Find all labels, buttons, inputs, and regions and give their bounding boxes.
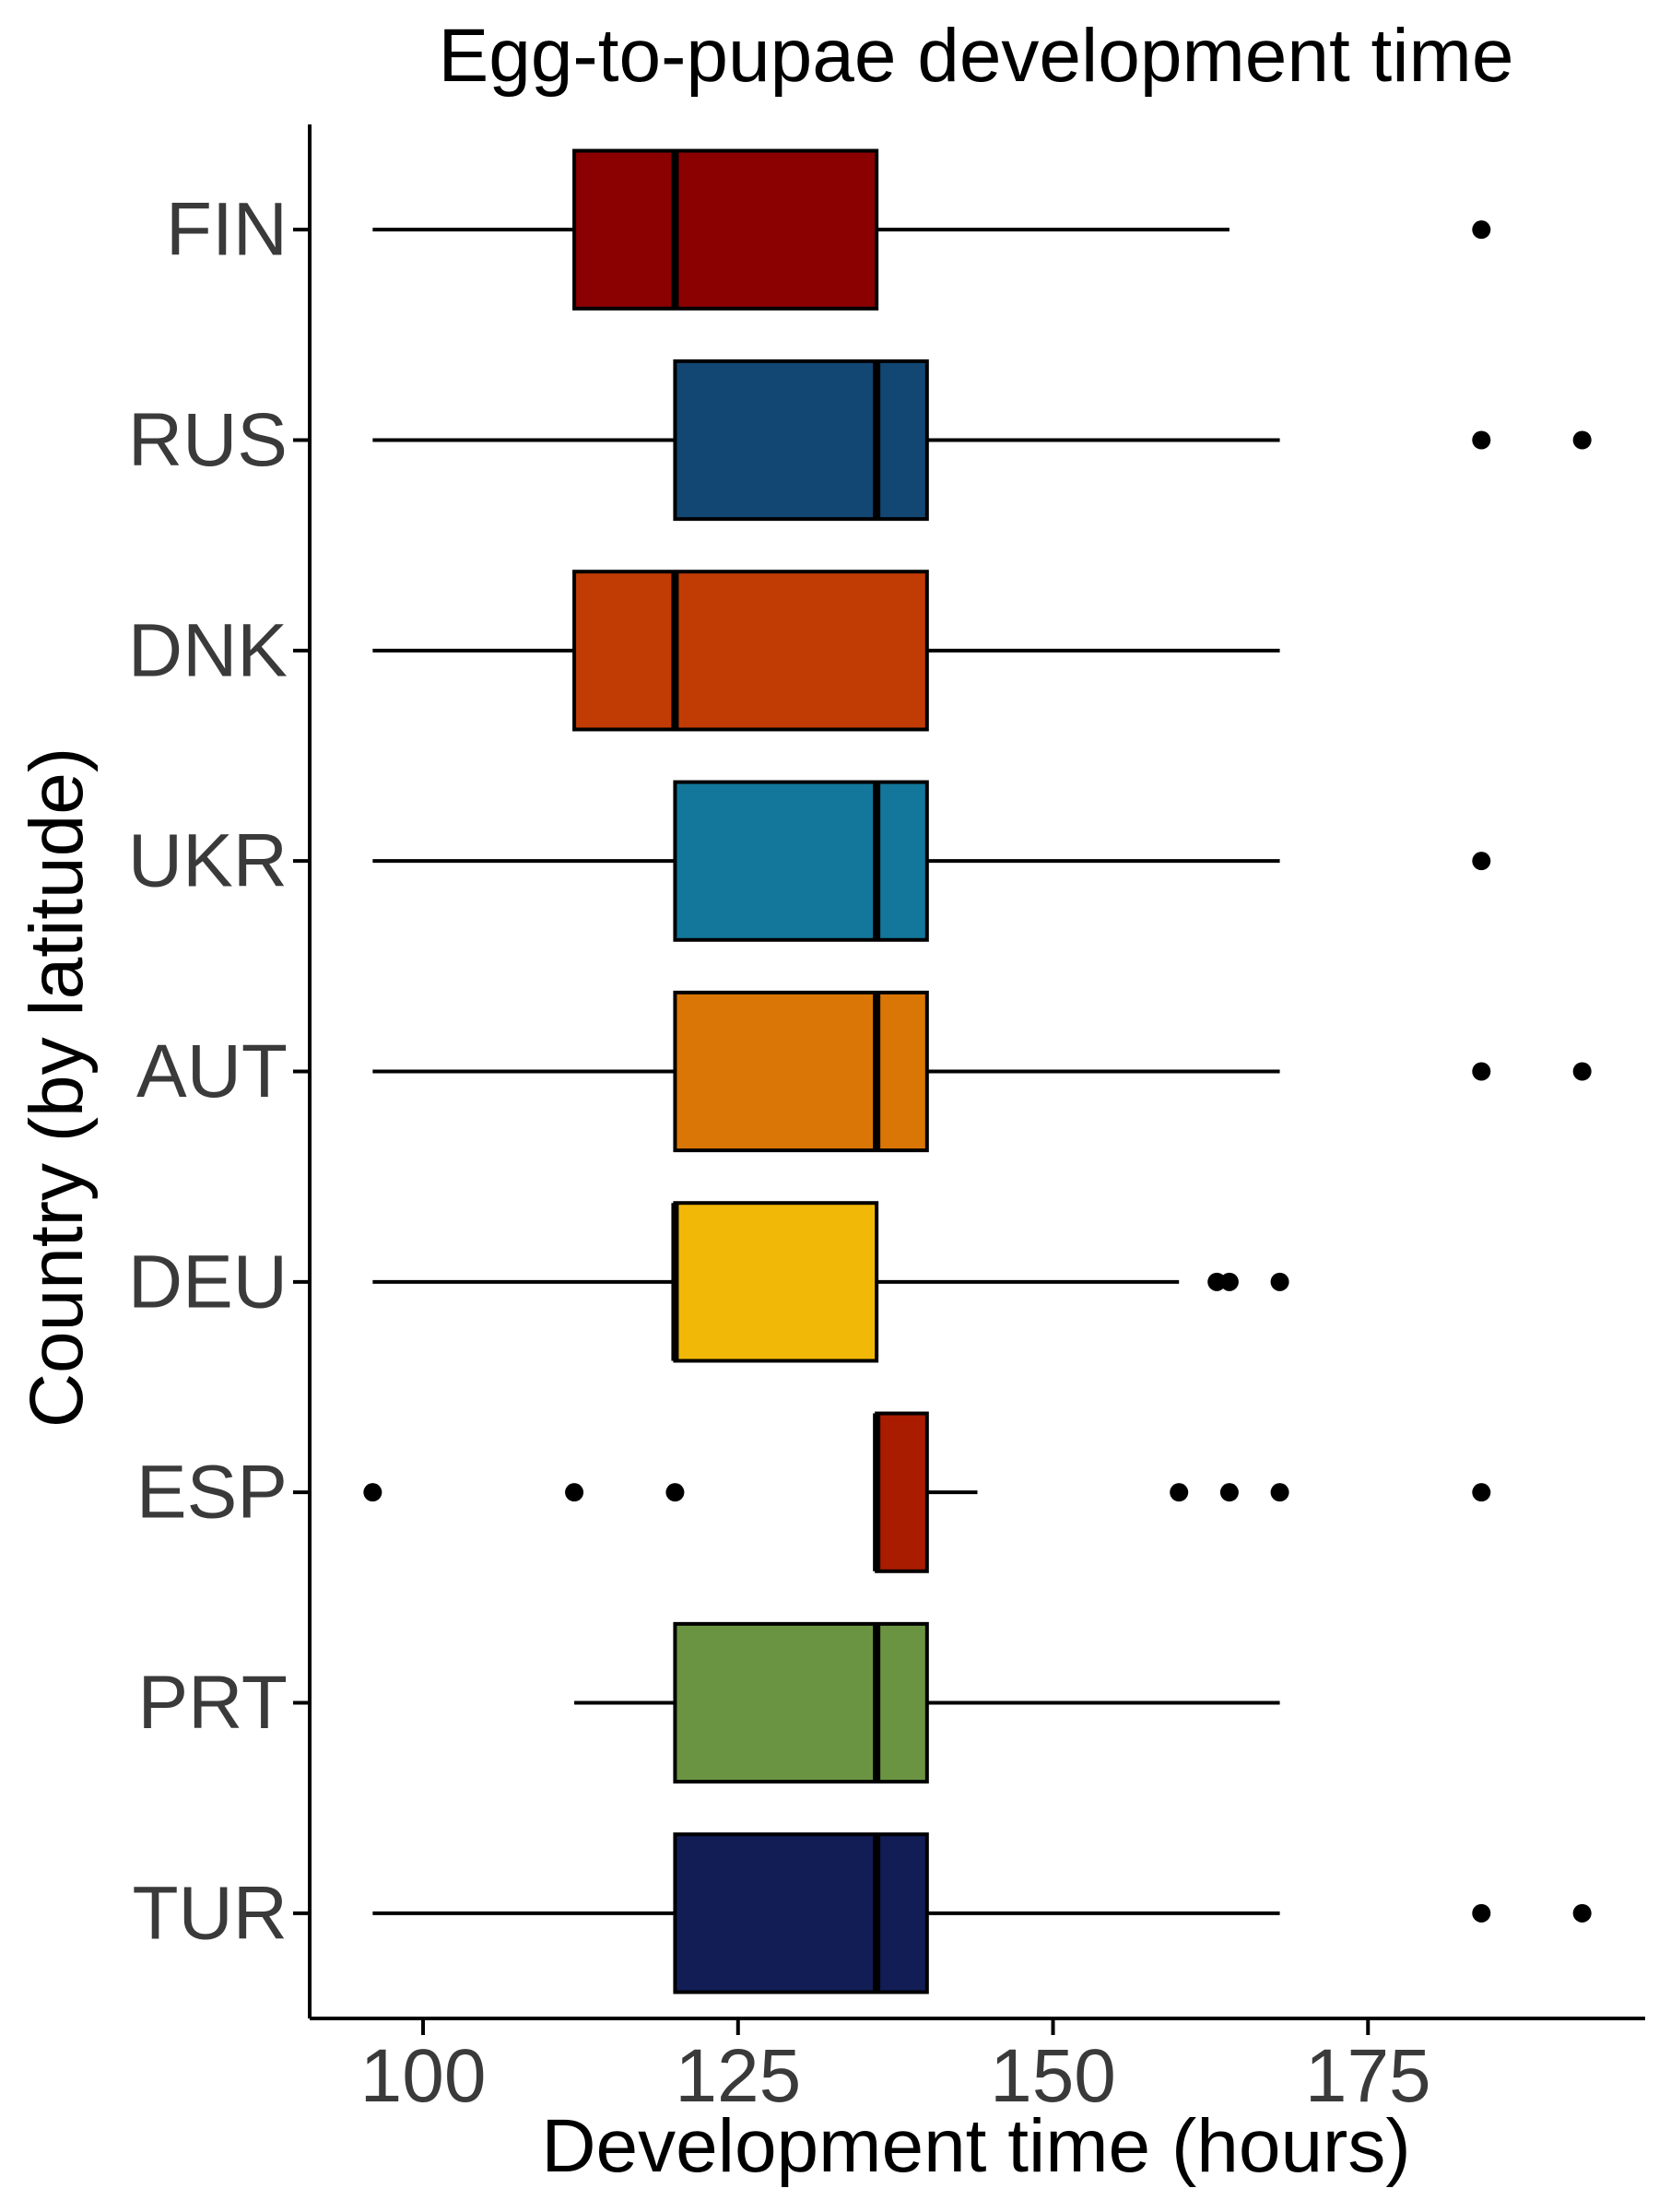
box-group-esp (363, 1411, 1491, 1573)
box-group-tur (372, 1832, 1592, 1994)
box-group-deu (372, 1201, 1289, 1363)
outlier-point (1572, 1062, 1592, 1081)
box-group-ukr (372, 780, 1491, 942)
y-tick-label: FIN (166, 188, 288, 272)
x-tick-label: 150 (990, 2034, 1116, 2118)
outlier-point (363, 1483, 382, 1502)
outlier-point (1207, 1272, 1227, 1291)
outlier-point (1170, 1483, 1189, 1502)
box-group-rus (372, 359, 1592, 522)
outlier-point (1572, 1903, 1592, 1923)
outlier-point (565, 1483, 584, 1502)
y-tick-label: RUS (128, 398, 288, 482)
axes-layer: FIN RUS DNK UKR AUT DEU ESP PRT TUR 100 125 150 175 (128, 124, 1645, 2118)
y-tick-label: TUR (132, 1871, 288, 1955)
outlier-point (665, 1483, 685, 1502)
outlier-point (1219, 1272, 1239, 1291)
outlier-point (1270, 1483, 1289, 1502)
box (572, 148, 879, 311)
x-tick-label: 175 (1305, 2034, 1431, 2118)
outlier-point (1472, 1062, 1491, 1081)
box-group-dnk (372, 570, 1280, 732)
outlier-point (1472, 852, 1491, 871)
box (673, 990, 929, 1153)
box-group-fin (372, 148, 1491, 311)
outlier-point (1219, 1483, 1239, 1502)
outlier-point (1270, 1272, 1289, 1291)
chart-title: Egg-to-pupae development time (438, 14, 1514, 98)
outlier-point (1472, 1903, 1491, 1923)
y-tick-label: ESP (136, 1451, 288, 1535)
box (673, 1832, 929, 1994)
box (673, 780, 929, 942)
box (572, 570, 929, 732)
outlier-point (1472, 430, 1491, 450)
boxes-layer (363, 148, 1592, 1994)
outlier-point (1572, 430, 1592, 450)
box (673, 1201, 879, 1363)
outlier-point (1472, 1483, 1491, 1502)
box (673, 1621, 929, 1784)
y-tick-label: DNK (128, 608, 288, 692)
outlier-point (1472, 220, 1491, 240)
y-tick-label: DEU (128, 1240, 288, 1324)
x-tick-label: 100 (360, 2034, 487, 2118)
box (875, 1411, 929, 1573)
y-tick-label: PRT (137, 1661, 288, 1745)
box-group-prt (574, 1621, 1280, 1784)
y-tick-label: AUT (136, 1030, 288, 1113)
y-tick-label: UKR (128, 819, 288, 903)
y-axis-label: Country (by latitude) (15, 747, 99, 1429)
box (673, 359, 929, 522)
box-group-aut (372, 990, 1592, 1153)
x-tick-label: 125 (675, 2034, 801, 2118)
x-axis-label: Development time (hours) (541, 2104, 1411, 2188)
